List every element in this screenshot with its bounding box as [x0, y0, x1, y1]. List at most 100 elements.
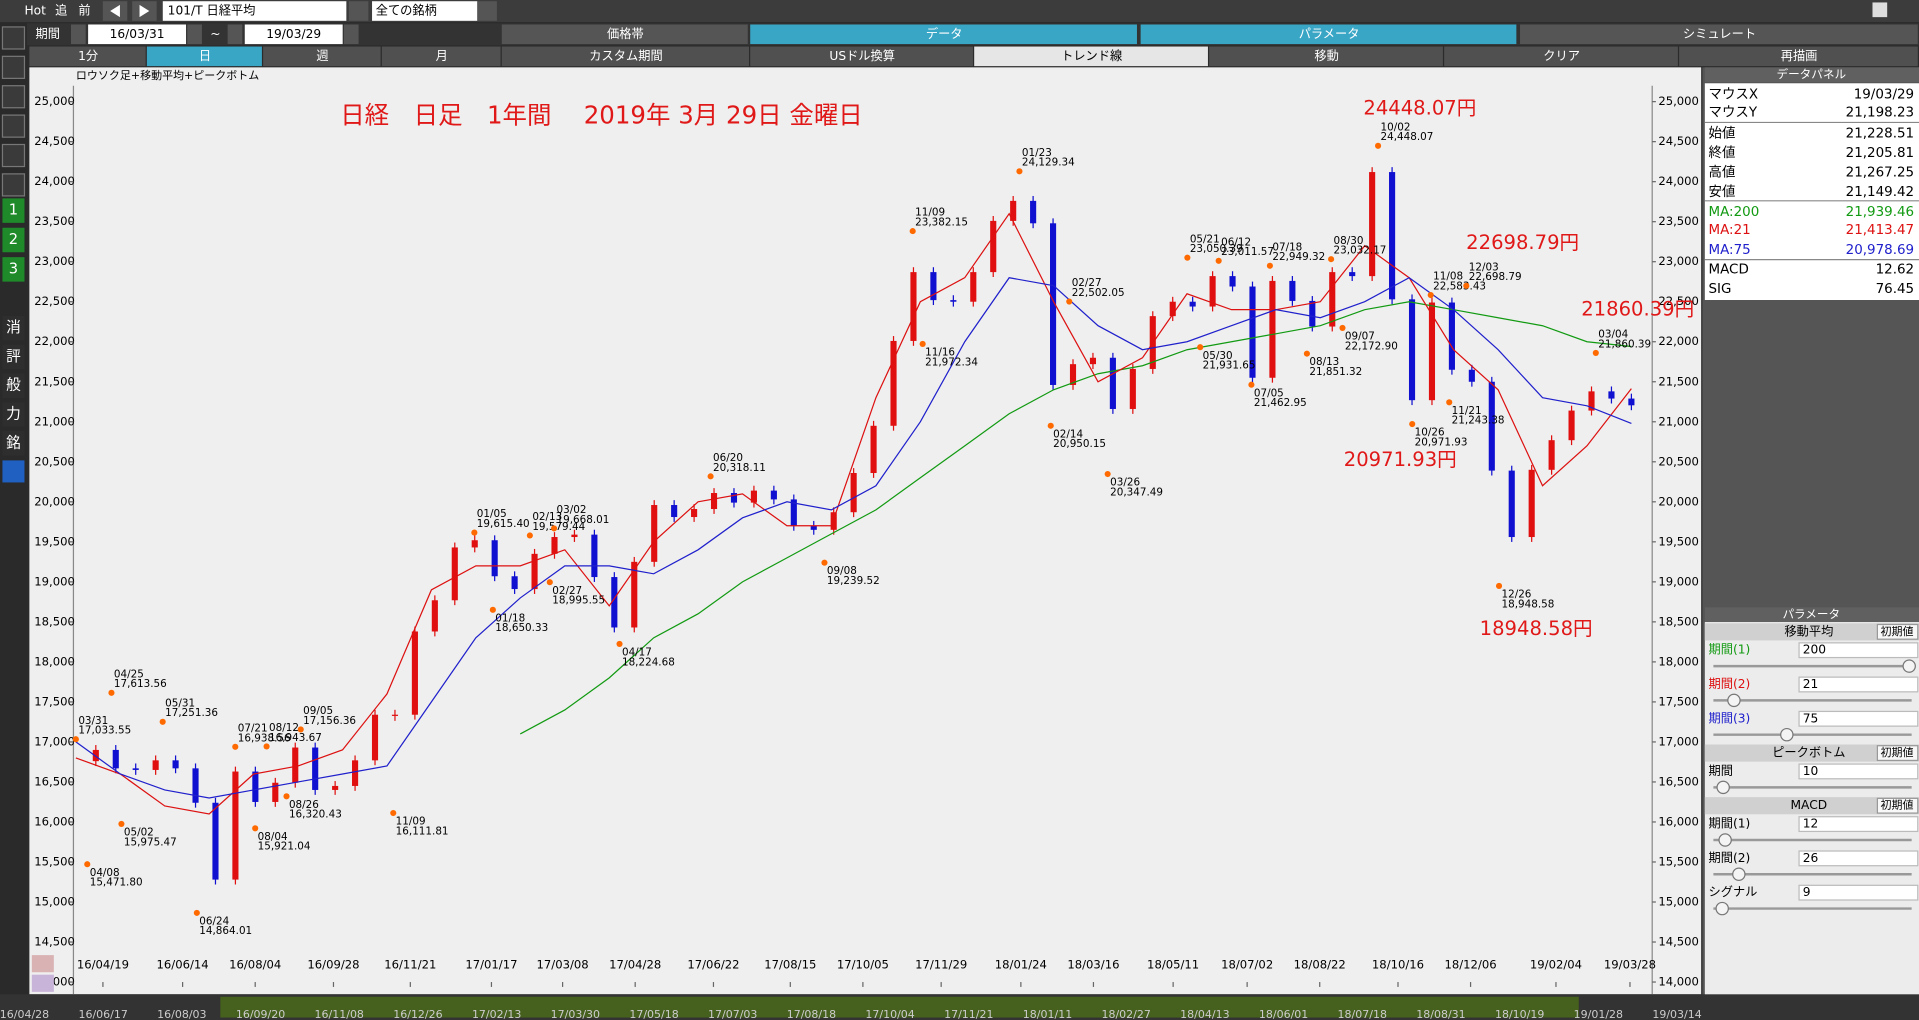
chart-icon[interactable] [31, 974, 54, 992]
slider-knob[interactable] [1716, 780, 1730, 795]
sidebar-button[interactable] [2, 227, 25, 253]
scroll-date: 18/01/11 [1023, 1008, 1072, 1020]
reset-button[interactable] [1876, 797, 1919, 814]
candle [292, 747, 299, 783]
sidebar-button[interactable] [2, 373, 25, 398]
reset-button[interactable] [1876, 623, 1919, 640]
sidebar-button[interactable] [2, 402, 25, 427]
param-input[interactable] [1798, 710, 1919, 727]
symbol-drop[interactable] [348, 1, 369, 21]
x-tick-label: 18/05/11 [1147, 957, 1199, 971]
tab[interactable] [1140, 24, 1517, 45]
x-tick-label: 16/04/19 [77, 957, 129, 971]
param-input[interactable] [1798, 850, 1919, 867]
reset-button[interactable] [1876, 745, 1919, 762]
peak-date: 08/30 [1334, 235, 1364, 247]
scroll-date: 16/11/08 [315, 1008, 364, 1020]
tab[interactable] [750, 24, 1137, 45]
close-icon[interactable] [1872, 2, 1888, 18]
candle [1369, 172, 1376, 277]
y-tick-label: 18,000 [34, 654, 75, 668]
param-input[interactable] [1798, 676, 1919, 693]
scroll-thumb[interactable] [220, 996, 1579, 1018]
sidebar-icon[interactable] [1, 55, 26, 79]
sidebar-button[interactable] [2, 257, 25, 282]
tab[interactable] [501, 24, 748, 45]
sidebar-button[interactable] [2, 344, 25, 370]
prev-button[interactable]: 前 [78, 3, 90, 18]
y-tick-label: 16,500 [34, 774, 75, 788]
tab[interactable] [1520, 24, 1918, 45]
tool-button[interactable] [501, 46, 749, 67]
candle [1428, 302, 1436, 401]
x-tick-label: 17/11/29 [915, 957, 967, 971]
slider-knob[interactable] [1732, 867, 1746, 882]
data-value: 76.45 [1876, 282, 1915, 297]
chart-icon[interactable] [31, 955, 54, 973]
param-input[interactable] [1798, 642, 1919, 659]
tool-button[interactable] [263, 46, 381, 67]
param-input[interactable] [1798, 816, 1919, 833]
peak-label: 19,239.52 [827, 575, 880, 587]
chart-title: ロウソク足+移動平均+ピークボトム [76, 68, 259, 82]
start-box[interactable] [88, 24, 187, 45]
end-box[interactable] [244, 24, 343, 45]
peak-date: 04/08 [90, 867, 120, 879]
sidebar-icon[interactable] [1, 143, 26, 168]
data-panel-title: データパネル [1776, 67, 1846, 81]
slider-knob[interactable] [1718, 833, 1732, 847]
x-tick-label: 18/08/22 [1294, 957, 1346, 971]
start-next[interactable] [187, 24, 202, 45]
follow-button[interactable]: 追 [55, 3, 67, 18]
sidebar-icon[interactable] [1, 114, 26, 138]
x-tick-label: 19/02/04 [1530, 957, 1582, 971]
sidebar-icon[interactable] [1, 173, 26, 197]
sidebar-button[interactable] [2, 431, 25, 456]
peak-date: 03/02 [557, 504, 587, 516]
end-prev[interactable] [227, 24, 243, 45]
peak-date: 09/08 [827, 565, 857, 577]
peak-date: 01/18 [495, 612, 525, 624]
sidebar-icon[interactable] [1, 26, 26, 50]
peak-marker [72, 736, 79, 743]
period-prev[interactable] [70, 24, 86, 45]
tool-button[interactable] [1209, 46, 1443, 67]
tool-button[interactable] [974, 46, 1208, 67]
end-next[interactable] [343, 24, 359, 45]
candle [870, 425, 877, 474]
slider-knob[interactable] [1727, 693, 1741, 708]
tool-button[interactable] [750, 46, 973, 67]
data-panel [1704, 83, 1919, 300]
param-value: 75 [1803, 711, 1819, 725]
sidebar-button[interactable] [2, 198, 25, 223]
x-tick-label: 17/01/17 [465, 957, 517, 971]
data-value: 20,978.69 [1846, 243, 1914, 258]
tool-button[interactable] [29, 46, 146, 67]
peak-date: 05/31 [165, 697, 195, 709]
sidebar-button[interactable] [2, 315, 25, 341]
slider-knob[interactable] [1902, 659, 1916, 673]
tool-button[interactable] [146, 46, 262, 67]
peak-date: 02/13 [532, 511, 562, 523]
tool-button[interactable] [381, 46, 501, 67]
y-tick-label: 24,000 [34, 174, 75, 188]
slider-knob[interactable] [1715, 901, 1729, 916]
y-tick-label-right: 19,500 [1658, 534, 1699, 548]
filter-box[interactable] [372, 1, 478, 21]
slider-knob[interactable] [1780, 727, 1794, 742]
param-label: 期間(2) [1708, 851, 1750, 865]
param-input[interactable] [1798, 763, 1919, 780]
settings-icon[interactable] [2, 460, 25, 483]
param-input[interactable] [1798, 884, 1919, 901]
tool-button[interactable] [1679, 46, 1918, 67]
y-tick-label: 18,500 [34, 614, 75, 628]
filter-drop[interactable] [477, 1, 497, 21]
tool-button[interactable] [1444, 46, 1678, 67]
peak-label: 24,448.07 [1381, 131, 1434, 143]
sidebar-icon[interactable] [1, 85, 26, 109]
candle [1089, 357, 1097, 365]
symbol-box[interactable] [162, 1, 347, 21]
peak-marker [232, 743, 239, 750]
hot-button[interactable]: Hot [24, 4, 46, 18]
